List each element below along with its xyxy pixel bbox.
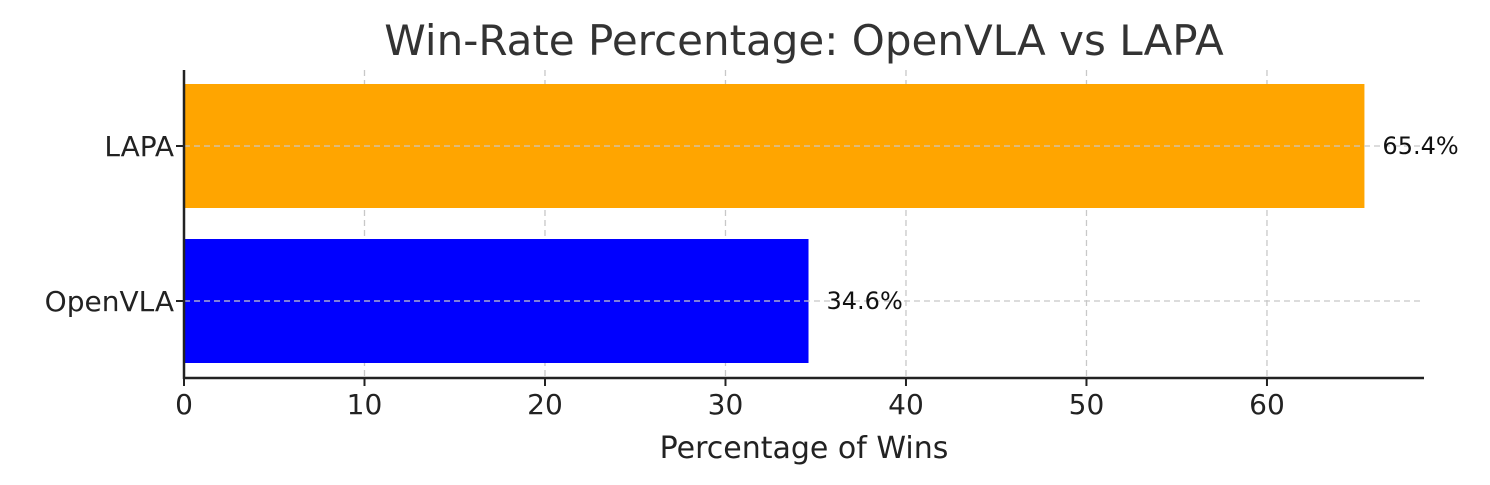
x-axis-label: Percentage of Wins — [660, 431, 949, 466]
x-tick-label: 60 — [1249, 388, 1285, 421]
y-tick-label-lapa: LAPA — [104, 130, 174, 163]
data-label-openvla: 34.6% — [827, 287, 903, 315]
x-tick-label: 30 — [708, 388, 744, 421]
x-tick-label: 50 — [1069, 388, 1105, 421]
x-tick-label: 40 — [888, 388, 924, 421]
y-tick-label-openvla: OpenVLA — [45, 285, 174, 318]
axis-layer — [176, 70, 1424, 386]
chart-title: Win-Rate Percentage: OpenVLA vs LAPA — [384, 16, 1224, 65]
data-label-lapa: 65.4% — [1382, 132, 1458, 160]
x-tick-label: 10 — [347, 388, 383, 421]
label-layer: 0 10 20 30 40 50 60 OpenVLA LAPA 34.6% 65.4% — [45, 130, 1459, 421]
x-tick-label: 20 — [527, 388, 563, 421]
bar-layer — [184, 84, 1424, 363]
x-tick-label: 0 — [175, 388, 193, 421]
